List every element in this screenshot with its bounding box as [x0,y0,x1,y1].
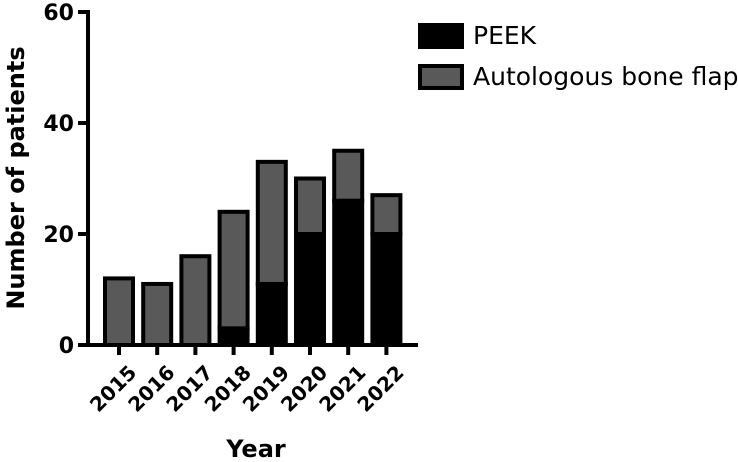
bar-autologous-2022 [370,193,403,236]
bar-peek-2019 [255,281,288,348]
y-tick-label-60: 60 [43,1,74,26]
legend-label-autologous: Autologous bone flap [473,62,738,91]
legend-label-peek: PEEK [473,21,537,50]
legend-swatch-peek [418,23,464,49]
bar-peek-2022 [370,232,403,347]
legend-swatch-autologous [418,64,464,90]
bar-autologous-2018 [217,209,250,331]
bars-layer [103,148,403,348]
y-tick-label-0: 0 [59,334,74,359]
y-axis-title: Number of patients [2,46,30,309]
bar-autologous-2017 [179,254,212,348]
x-axis-title: Year [225,435,286,462]
bar-autologous-2019 [255,159,288,286]
bar-autologous-2021 [332,148,365,203]
legend: PEEK Autologous bone flap [418,21,738,91]
axes-layer [78,10,418,355]
bar-peek-2018 [217,326,250,348]
y-tick-label-20: 20 [43,223,74,248]
bar-peek-2021 [332,198,365,347]
y-tick-label-40: 40 [43,112,74,137]
bar-autologous-2015 [103,276,135,347]
bar-autologous-2016 [141,281,174,348]
bar-peek-2020 [294,232,326,347]
bar-autologous-2020 [294,176,326,236]
